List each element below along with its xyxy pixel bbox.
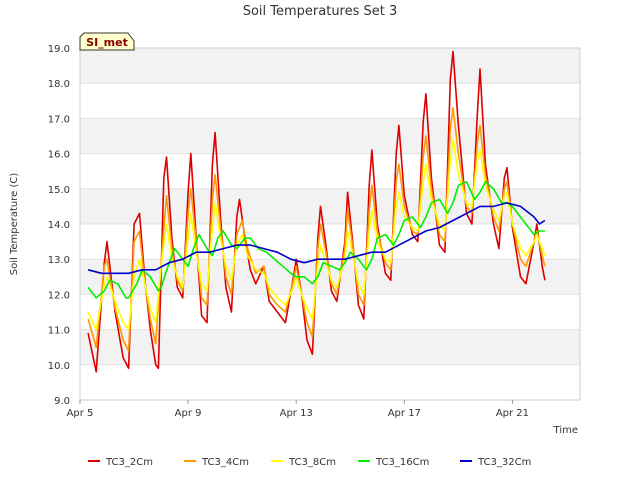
x-tick-label: Apr 17 <box>388 408 421 419</box>
x-tick-label: Apr 9 <box>175 408 202 419</box>
x-axis-ticks: Apr 5 Apr 9 Apr 13 Apr 17 Apr 21 <box>67 400 529 419</box>
grid-band <box>80 329 580 365</box>
y-tick-label: 12.0 <box>48 290 70 301</box>
series-line-tc3-16cm <box>87 181 545 299</box>
series-line-tc3-8cm <box>87 138 546 331</box>
chart-title: Soil Temperatures Set 3 <box>243 4 398 19</box>
x-axis-label: Time <box>553 425 578 436</box>
y-tick-label: 16.0 <box>48 150 70 161</box>
legend-item: TC3_32Cm <box>460 457 531 468</box>
legend-item: TC3_2Cm <box>88 457 153 468</box>
y-tick-label: 19.0 <box>48 44 70 55</box>
y-tick-label: 18.0 <box>48 79 70 90</box>
y-tick-label: 14.0 <box>48 220 70 231</box>
legend-item: TC3_16Cm <box>358 457 429 468</box>
legend-label: TC3_32Cm <box>477 457 531 468</box>
y-tick-label: 9.0 <box>54 396 70 407</box>
grid-band <box>80 48 580 84</box>
legend-label: TC3_8Cm <box>288 457 336 468</box>
legend-item: TC3_8Cm <box>271 457 336 468</box>
series-lines <box>87 50 546 373</box>
plot-frame <box>79 47 581 401</box>
y-tick-label: 10.0 <box>48 361 70 372</box>
grid-band <box>80 118 580 154</box>
y-tick-label: 17.0 <box>48 114 70 125</box>
x-tick-label: Apr 21 <box>496 408 529 419</box>
y-tick-label: 11.0 <box>48 326 70 337</box>
legend-label: TC3_2Cm <box>105 457 153 468</box>
legend-item: TC3_4Cm <box>184 457 249 468</box>
x-tick-label: Apr 5 <box>67 408 94 419</box>
legend: TC3_2Cm TC3_4Cm TC3_8Cm TC3_16Cm TC3_32Cm <box>88 457 531 468</box>
y-axis-label: Soil Temperature (C) <box>9 173 20 276</box>
y-axis-ticks: 9.0 10.0 11.0 12.0 13.0 14.0 15.0 16.0 17.0 18.0 1… <box>48 44 70 407</box>
site-badge: SI_met <box>79 32 135 51</box>
y-tick-label: 13.0 <box>48 255 70 266</box>
legend-label: TC3_4Cm <box>201 457 249 468</box>
series-line-tc3-2cm <box>87 50 546 373</box>
x-tick-label: Apr 13 <box>280 408 313 419</box>
y-tick-label: 15.0 <box>48 185 70 196</box>
legend-label: TC3_16Cm <box>375 457 429 468</box>
series-line-tc3-32cm <box>87 202 546 275</box>
site-badge-label: SI_met <box>86 36 128 49</box>
